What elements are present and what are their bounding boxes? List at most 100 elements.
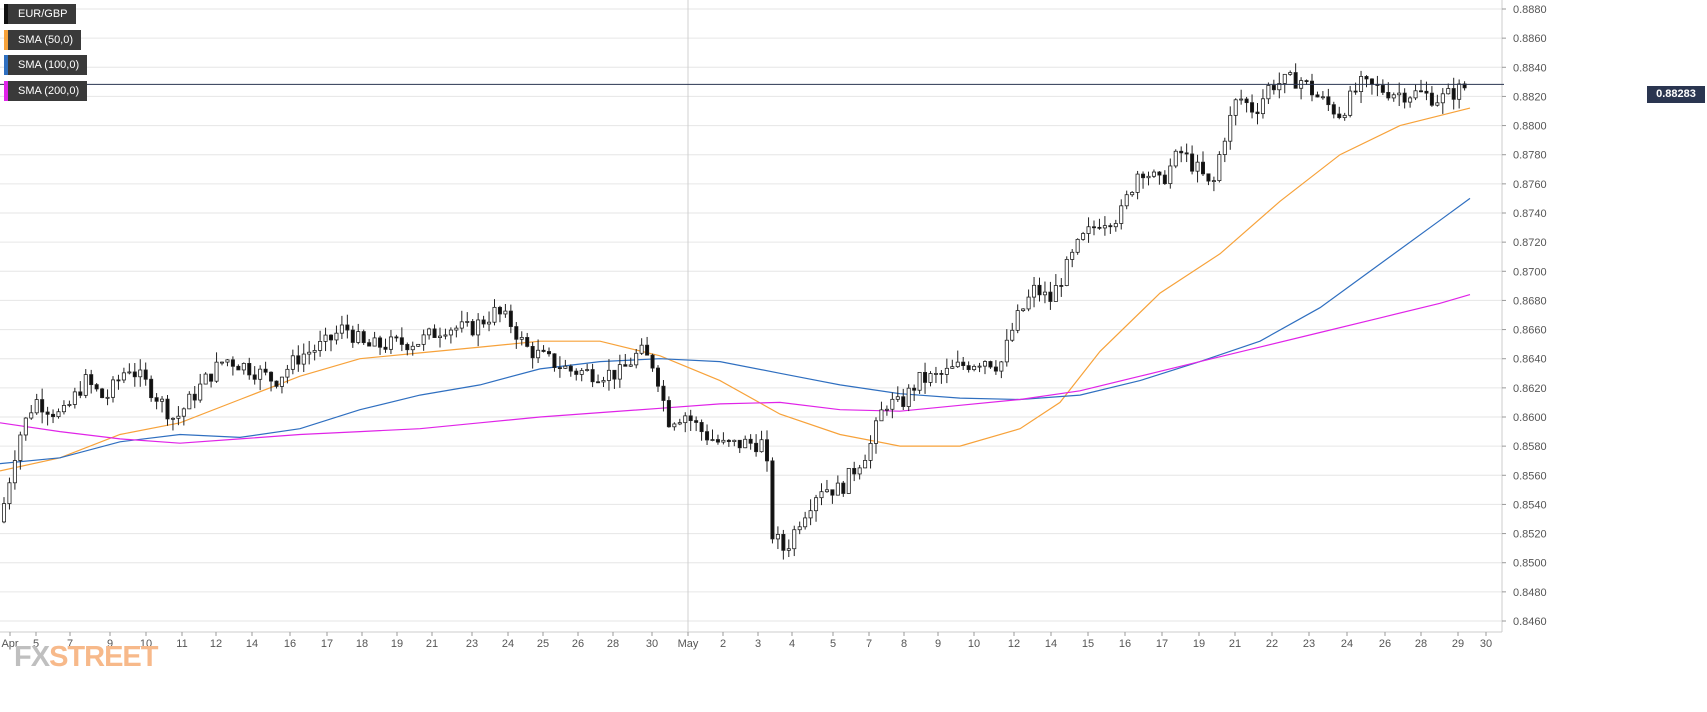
- legend-label-sma100: SMA (100,0): [18, 59, 80, 71]
- candle-body: [350, 329, 355, 343]
- x-tick-label: May: [678, 638, 699, 650]
- candle-body: [1222, 140, 1227, 155]
- y-tick-label: 0.8780: [1513, 150, 1547, 162]
- candle-body: [1004, 339, 1009, 363]
- legend-swatch-sma100: [4, 55, 8, 75]
- candle-body: [252, 374, 257, 380]
- sma-line-500: [0, 107, 1471, 472]
- legend-eurgbp[interactable]: EUR/GBP: [4, 4, 76, 24]
- sma-line-2000: [0, 294, 1471, 444]
- candle-body: [1315, 94, 1320, 98]
- candle-body: [258, 368, 263, 380]
- candle-body: [1250, 102, 1255, 113]
- legend-label-sma50: SMA (50,0): [18, 33, 74, 46]
- candle-body: [399, 337, 404, 345]
- candle-body: [710, 439, 715, 441]
- y-tick-label: 0.8720: [1513, 237, 1547, 249]
- candle-body: [1288, 72, 1293, 75]
- candle-body: [775, 534, 780, 540]
- candle-body: [121, 372, 126, 381]
- candle-body: [841, 482, 846, 494]
- candle-body: [367, 342, 372, 347]
- candle-body: [345, 324, 350, 331]
- candle-body: [1364, 76, 1369, 80]
- y-tick-label: 0.8620: [1513, 383, 1547, 395]
- candle-body: [814, 497, 819, 512]
- x-tick-label: 10: [140, 638, 152, 650]
- candle-body: [78, 391, 83, 396]
- x-tick-label: 12: [1008, 638, 1020, 650]
- candle-body: [100, 388, 105, 399]
- candle-body: [89, 374, 94, 386]
- legend-swatch-eurgbp: [4, 4, 8, 24]
- legend-sma100[interactable]: SMA (100,0): [4, 55, 88, 75]
- candle-body: [12, 460, 17, 484]
- candle-body: [677, 422, 682, 425]
- legend-sma50[interactable]: SMA (50,0): [4, 29, 82, 50]
- candle-body: [476, 319, 481, 336]
- candle-body: [138, 369, 143, 378]
- candle-body: [666, 400, 671, 428]
- candle-body: [1124, 194, 1129, 207]
- candle-body: [1157, 171, 1162, 176]
- candle-body: [721, 439, 726, 443]
- candle-body: [1070, 251, 1075, 260]
- candle-body: [67, 404, 72, 406]
- x-tick-label: 11: [176, 638, 187, 650]
- candle-body: [459, 321, 464, 329]
- x-tick-label: 30: [646, 638, 658, 650]
- x-tick-label: 10: [968, 638, 980, 650]
- candle-body: [241, 362, 246, 371]
- candle-body: [1075, 238, 1080, 253]
- candle-body: [912, 387, 917, 391]
- candle-body: [1173, 150, 1178, 167]
- x-tick-label: 9: [935, 638, 941, 650]
- y-tick-label: 0.8760: [1513, 179, 1547, 191]
- candle-body: [187, 393, 192, 410]
- y-tick-label: 0.8600: [1513, 412, 1547, 424]
- candle-body: [1277, 83, 1282, 91]
- x-tick-label: 12: [210, 638, 222, 650]
- candle-body: [906, 387, 911, 407]
- logo-fx: FX: [14, 641, 50, 673]
- candle-body: [705, 431, 710, 441]
- candle-body: [225, 359, 230, 363]
- candle-body: [421, 334, 426, 345]
- candle-body: [688, 415, 693, 421]
- candle-body: [219, 361, 224, 364]
- candle-body: [312, 350, 317, 353]
- candle-body: [1081, 233, 1086, 240]
- y-tick-label: 0.8840: [1513, 62, 1547, 74]
- y-tick-label: 0.8640: [1513, 354, 1547, 366]
- candle-body: [645, 344, 650, 356]
- candle-body: [1097, 226, 1102, 229]
- candle-body: [699, 422, 704, 433]
- candle-body: [454, 327, 459, 331]
- candle-body: [1310, 80, 1315, 96]
- candle-body: [361, 331, 366, 344]
- x-tick-label: 7: [866, 638, 872, 650]
- candle-body: [111, 379, 116, 398]
- candle-body: [901, 396, 906, 407]
- candle-body: [378, 337, 383, 348]
- candle-body: [1190, 153, 1195, 172]
- candle-body: [203, 373, 208, 385]
- candle-body: [154, 397, 159, 402]
- x-tick-label: 17: [321, 638, 333, 650]
- legend-sma200[interactable]: SMA (200,0): [4, 80, 88, 101]
- candle-body: [1440, 93, 1445, 104]
- x-tick-label: 21: [1229, 638, 1241, 650]
- candle-body: [394, 336, 399, 339]
- logo-street: STREET: [49, 641, 158, 673]
- candle-body: [830, 489, 835, 496]
- candle-body: [1206, 173, 1211, 182]
- candle-body: [944, 367, 949, 375]
- candle-body: [230, 359, 235, 367]
- x-tick-label: 4: [789, 638, 795, 650]
- candle-body: [1108, 225, 1113, 228]
- candle-body: [2, 503, 7, 523]
- candle-body: [285, 368, 290, 378]
- candle-body: [988, 361, 993, 368]
- legend-swatch-sma200: [4, 80, 8, 101]
